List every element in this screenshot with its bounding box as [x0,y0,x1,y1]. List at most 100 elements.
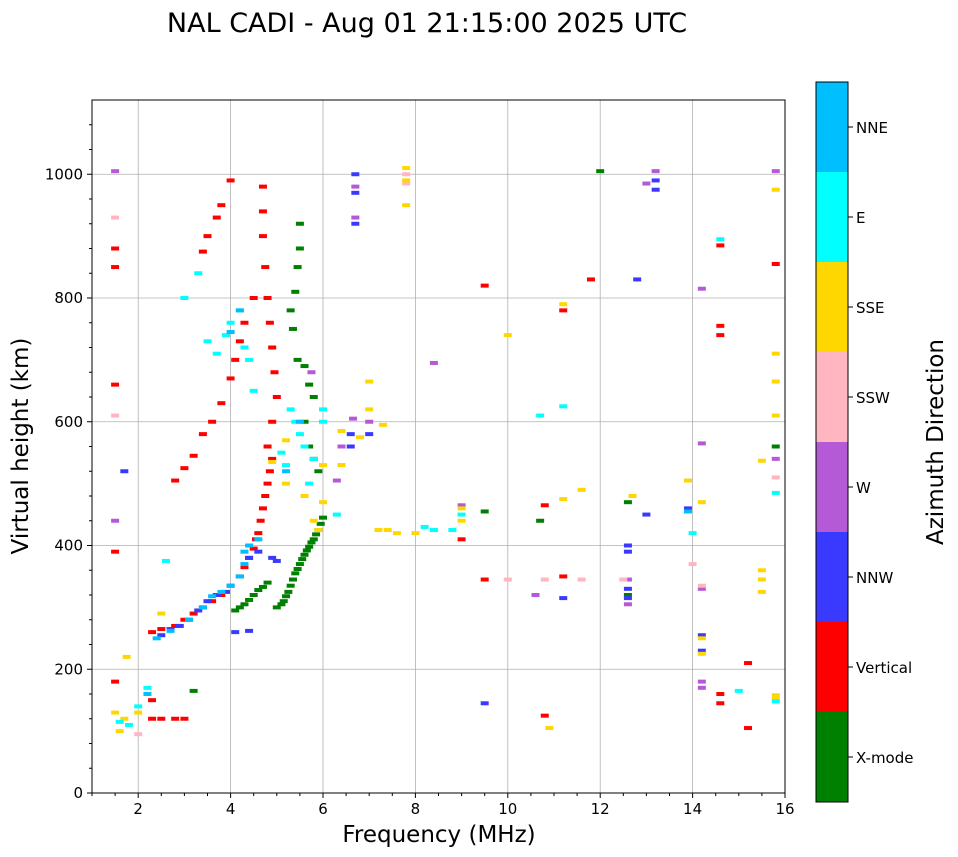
data-point-sse [111,710,120,715]
data-point-e [429,528,438,533]
colorbar-label-x-mode: X-mode [856,749,913,767]
data-point-nne [235,574,244,579]
data-point-vertical [265,320,274,325]
y-tick-label: 400 [54,537,83,555]
data-point-vertical [148,630,157,635]
data-point-sse [383,528,392,533]
data-point-nnw [651,178,660,183]
data-point-e [734,688,743,693]
data-point-vertical [217,593,226,597]
data-point-sse [697,500,706,505]
data-point-w [111,518,120,523]
data-point-sse [757,577,766,582]
data-point-e [295,432,304,437]
data-point-nnw [623,543,632,548]
data-point-vertical [716,701,725,706]
data-point-nnw [212,593,221,597]
data-point-nne [166,628,175,633]
data-point-x-mode [302,548,311,553]
data-point-vertical [240,565,249,570]
y-tick-label: 800 [54,289,83,307]
colorbar-label-nnw: NNW [856,569,893,587]
data-point-ssw [111,413,120,418]
data-point-vertical [208,419,217,424]
data-point-e [226,320,235,325]
data-point-e [282,463,291,468]
data-point-nnw [365,432,374,437]
data-point-vertical [111,679,120,684]
data-point-sse [771,693,780,698]
data-point-vertical [171,478,180,483]
data-point-e [180,296,189,300]
y-axis-label: Virtual height (km) [8,338,34,555]
data-point-sse [402,166,411,171]
data-point-vertical [540,503,549,508]
colorbar: X-mode Vertical NNW W SSW SSE E NNE [815,81,913,803]
data-point-nne [235,308,244,313]
data-point-e [457,512,466,517]
data-point-ssw [134,732,143,737]
data-point-e [277,450,286,455]
data-point-vertical [180,466,189,471]
data-point-vertical [217,401,226,406]
data-point-nnw [245,628,254,633]
data-point-vertical [258,209,267,214]
x-tick-label: 2 [133,800,143,818]
data-point-vertical [208,599,217,604]
data-point-nnw [346,432,355,437]
data-point-sse [374,528,383,533]
x-tick-label: 14 [683,800,702,818]
data-point-nne [240,562,249,567]
data-point-x-mode [623,500,632,505]
data-point-ssw [111,215,120,220]
data-point-nnw [651,187,660,192]
data-point-w [697,679,706,684]
data-point-e [319,407,327,412]
data-point-sse [411,531,420,536]
data-point-vertical [111,382,120,387]
data-point-sse [457,506,466,511]
data-point-w [771,456,780,461]
data-point-e [143,685,152,690]
data-point-e [332,512,341,517]
colorbar-frame [815,81,849,803]
data-point-nne [208,594,217,599]
data-point-vertical [249,296,258,300]
data-point-x-mode [286,583,295,588]
data-point-w [365,419,374,424]
data-point-nnw [642,512,651,517]
data-point-sse [300,494,309,498]
data-point-sse [392,531,401,536]
data-point-nnw [346,444,355,449]
data-point-x-mode [300,364,309,369]
data-point-nnw [633,277,642,282]
data-point-vertical [480,283,489,288]
data-point-x-mode [240,602,249,607]
data-point-e [716,237,725,242]
colorbar-label-nne: NNE [856,119,888,137]
data-point-nne [143,692,152,696]
data-point-e [161,558,170,563]
data-point-x-mode [309,395,318,399]
data-point-nne [226,330,235,335]
data-point-w [697,586,706,591]
data-point-nne [198,605,207,610]
data-point-e [319,419,327,424]
data-point-nnw [194,608,203,613]
data-point-vertical [716,323,725,328]
data-point-vertical [258,184,267,189]
data-point-w [307,370,316,375]
data-point-sse [115,729,124,734]
data-point-x-mode [291,289,300,294]
data-point-nnw [623,596,632,601]
data-point-x-mode [231,608,240,613]
colorbar-label-w: W [856,479,871,497]
colorbar-segment-nnw [816,532,848,622]
data-point-nnw [623,549,632,554]
data-point-nnw [683,506,692,511]
data-point-x-mode [307,540,316,545]
data-point-vertical [226,376,235,381]
data-point-x-mode [245,597,254,602]
data-point-sse [697,636,706,641]
